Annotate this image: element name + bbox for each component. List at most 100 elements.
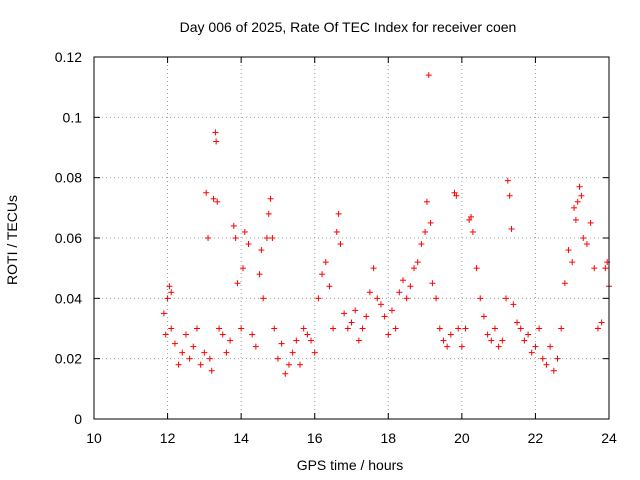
data-point: [587, 219, 594, 226]
data-point: [571, 204, 578, 211]
data-point: [333, 228, 340, 235]
data-point: [238, 325, 245, 332]
data-point: [335, 210, 342, 217]
data-point: [425, 72, 432, 79]
data-point: [517, 325, 524, 332]
data-point: [210, 195, 217, 202]
data-point: [337, 241, 344, 248]
data-point: [258, 247, 265, 254]
data-point: [168, 289, 175, 296]
data-point: [554, 355, 561, 362]
y-tick-label: 0.06: [55, 230, 82, 246]
data-point: [249, 331, 256, 338]
data-point: [521, 337, 528, 344]
data-point: [423, 198, 430, 205]
data-point: [289, 349, 296, 356]
data-point: [315, 295, 322, 302]
data-point: [239, 265, 246, 272]
data-point: [267, 195, 274, 202]
data-point: [166, 283, 173, 290]
data-point: [256, 271, 263, 278]
data-point: [506, 192, 513, 199]
data-point: [499, 337, 506, 344]
data-point: [285, 361, 292, 368]
data-point: [348, 319, 355, 326]
data-point: [580, 235, 587, 241]
data-point: [330, 325, 337, 332]
data-point: [212, 129, 219, 136]
y-tick-label: 0.04: [55, 290, 82, 306]
data-point: [594, 325, 601, 332]
data-point: [469, 228, 476, 235]
data-point: [241, 228, 248, 235]
data-point: [179, 349, 186, 356]
data-point: [503, 295, 509, 302]
data-point: [186, 355, 193, 362]
data-point: [495, 343, 502, 350]
data-point: [455, 325, 462, 332]
data-point: [444, 343, 451, 350]
data-point: [341, 310, 348, 317]
data-point: [414, 259, 421, 266]
data-point: [227, 337, 234, 344]
data-point: [216, 325, 223, 332]
data-point: [433, 295, 440, 302]
data-point: [219, 331, 226, 338]
data-point: [440, 337, 447, 344]
data-point: [602, 265, 609, 272]
data-point: [352, 307, 359, 314]
data-point: [385, 331, 392, 338]
data-point: [160, 310, 167, 317]
data-point: [162, 331, 169, 338]
data-point: [591, 265, 598, 272]
data-point: [510, 301, 517, 308]
data-point: [205, 235, 212, 241]
data-point: [598, 319, 605, 326]
data-point: [304, 331, 311, 338]
data-point: [223, 349, 230, 356]
data-point: [201, 349, 208, 356]
data-point: [578, 192, 585, 199]
data-point: [539, 355, 546, 362]
data-point: [514, 319, 521, 326]
data-point: [484, 331, 491, 338]
data-point: [300, 325, 307, 332]
data-point: [190, 343, 197, 350]
data-point: [326, 283, 333, 290]
data-point: [260, 295, 267, 302]
data-point: [206, 355, 213, 362]
data-point: [468, 213, 475, 220]
data-point: [403, 295, 410, 302]
data-point: [462, 325, 469, 332]
data-point: [271, 325, 278, 332]
data-point: [447, 331, 454, 338]
x-tick-label: 10: [86, 430, 102, 446]
data-points: [160, 72, 612, 377]
data-point: [458, 343, 465, 350]
data-point: [203, 189, 210, 196]
data-point: [182, 331, 189, 338]
data-point: [427, 219, 434, 226]
data-point: [418, 241, 425, 248]
data-point: [344, 325, 351, 332]
data-point: [388, 307, 395, 314]
x-tick-label: 20: [454, 430, 470, 446]
data-point: [319, 271, 326, 278]
data-point: [576, 183, 583, 190]
x-tick-label: 22: [528, 430, 544, 446]
data-point: [558, 325, 565, 332]
data-point: [234, 280, 241, 287]
y-tick-label: 0.02: [55, 351, 82, 367]
data-point: [274, 355, 281, 362]
data-point: [411, 265, 418, 272]
data-point: [565, 247, 572, 254]
data-point: [245, 241, 252, 248]
y-tick-label: 0.12: [55, 49, 82, 65]
x-tick-label: 18: [380, 430, 396, 446]
data-point: [532, 343, 539, 350]
data-point: [293, 337, 300, 344]
data-point: [164, 295, 171, 302]
x-axis-label: GPS time / hours: [297, 457, 404, 473]
data-point: [407, 283, 414, 290]
data-point: [400, 277, 406, 284]
